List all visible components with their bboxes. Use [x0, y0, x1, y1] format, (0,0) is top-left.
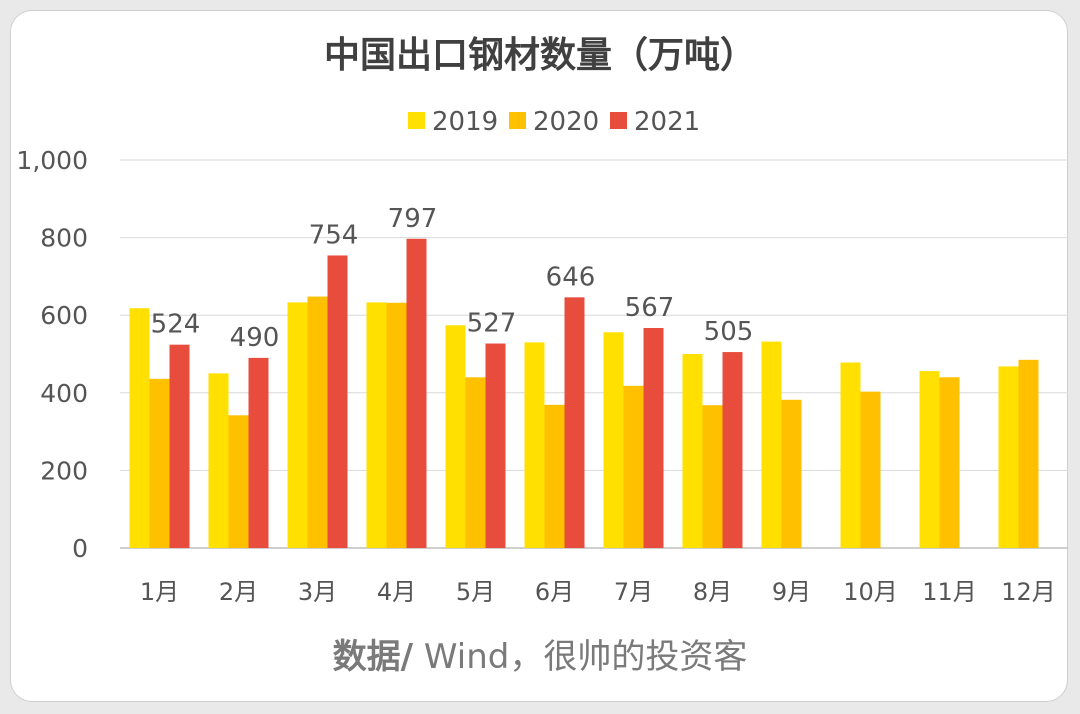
- bar-2020-2: [228, 415, 249, 548]
- bar-2019-12: [998, 366, 1019, 548]
- bar-2019-4: [366, 302, 387, 548]
- y-tick-label: 600: [40, 301, 88, 330]
- bar-2021-5: [485, 343, 506, 548]
- bar-2020-5: [465, 377, 486, 548]
- x-tick-label: 6月: [535, 578, 574, 606]
- y-tick-label: 0: [72, 534, 88, 563]
- x-tick-label: 4月: [377, 578, 416, 606]
- bar-2020-3: [307, 296, 328, 548]
- x-tick-label: 11月: [922, 578, 977, 606]
- legend: 2019 2020 2021: [408, 107, 700, 137]
- y-tick-label: 200: [40, 456, 88, 485]
- y-tick-label: 1,000: [16, 146, 88, 175]
- bar-2019-5: [445, 325, 466, 548]
- bar-2020-7: [623, 385, 644, 548]
- legend-swatch-2021: [610, 112, 627, 129]
- bars: [129, 238, 1039, 548]
- legend-swatch-2019: [408, 112, 425, 129]
- data-label-2021-5: 527: [467, 309, 517, 339]
- bar-2019-3: [287, 302, 308, 548]
- bar-2019-1: [129, 308, 150, 548]
- bar-2021-3: [327, 255, 348, 548]
- source-note: 数据/ Wind，很帅的投资客: [333, 637, 748, 677]
- y-tick-label: 800: [40, 224, 88, 253]
- bar-2020-6: [544, 404, 565, 548]
- x-tick-label: 12月: [1001, 578, 1056, 606]
- data-label-2021-4: 797: [388, 204, 438, 234]
- bar-2020-4: [386, 302, 407, 548]
- y-axis-ticks: 0 200 400 600 800 1,000: [16, 146, 88, 563]
- bar-2021-1: [169, 344, 190, 548]
- legend-swatch-2020: [509, 112, 526, 129]
- data-label-2021-8: 505: [704, 317, 754, 347]
- bar-2020-10: [860, 391, 881, 548]
- bar-2021-4: [406, 238, 427, 548]
- x-tick-label: 1月: [140, 578, 179, 606]
- source-rest: Wind，很帅的投资客: [413, 637, 747, 677]
- gridlines: [120, 159, 1068, 549]
- bar-2019-9: [761, 341, 782, 548]
- data-labels: 524 490 754 797 527 646 567 505: [151, 204, 754, 353]
- data-label-2021-3: 754: [309, 220, 359, 250]
- bar-2020-9: [781, 399, 802, 548]
- bar-2021-6: [564, 297, 585, 548]
- x-tick-label: 7月: [614, 578, 653, 606]
- chart-title: 中国出口钢材数量（万吨）: [324, 35, 756, 76]
- bar-2020-12: [1018, 359, 1039, 548]
- x-axis-ticks: 1月 2月 3月 4月 5月 6月 7月 8月 9月 10月 11月 12月: [140, 578, 1056, 606]
- bar-2019-8: [682, 354, 703, 548]
- x-tick-label: 3月: [298, 578, 337, 606]
- x-tick-label: 10月: [843, 578, 898, 606]
- x-tick-label: 5月: [456, 578, 495, 606]
- x-tick-label: 9月: [772, 578, 811, 606]
- bar-2019-11: [919, 371, 940, 548]
- data-label-2021-2: 490: [230, 323, 280, 353]
- bar-2020-11: [939, 377, 960, 548]
- legend-label-2019: 2019: [432, 107, 498, 137]
- data-label-2021-7: 567: [625, 293, 675, 323]
- legend-label-2021: 2021: [634, 107, 700, 137]
- bar-2021-8: [722, 352, 743, 548]
- bar-2019-2: [208, 373, 229, 548]
- bar-2020-1: [149, 378, 170, 548]
- bar-2021-7: [643, 328, 664, 548]
- x-tick-label: 2月: [219, 578, 258, 606]
- bar-2019-7: [603, 332, 624, 548]
- bar-2019-6: [524, 342, 545, 548]
- legend-label-2020: 2020: [533, 107, 599, 137]
- bar-2019-10: [840, 362, 861, 548]
- y-tick-label: 400: [40, 379, 88, 408]
- data-label-2021-1: 524: [151, 310, 201, 340]
- data-label-2021-6: 646: [546, 262, 596, 292]
- bar-2021-2: [248, 357, 269, 548]
- x-tick-label: 8月: [693, 578, 732, 606]
- source-bold: 数据/: [333, 637, 414, 677]
- bar-2020-8: [702, 405, 723, 548]
